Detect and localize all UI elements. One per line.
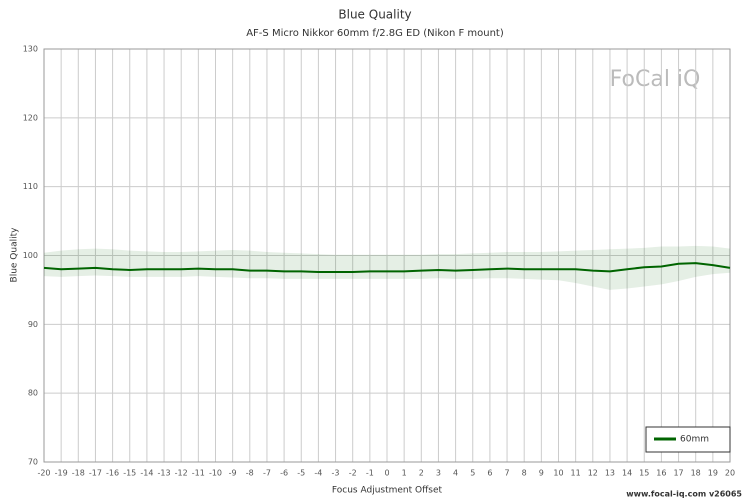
confidence-band (44, 245, 730, 290)
x-tick-label: 2 (419, 469, 424, 478)
x-tick-label: 14 (622, 469, 632, 478)
y-tick-label: 80 (28, 389, 38, 398)
plot-frame (43, 48, 731, 463)
x-tick-label: 0 (384, 469, 389, 478)
x-tick-label: -2 (349, 469, 357, 478)
x-tick-label: 13 (605, 469, 615, 478)
x-tick-label: -4 (314, 469, 322, 478)
x-tick-label: -13 (158, 469, 171, 478)
x-tick-label: -19 (55, 469, 68, 478)
x-tick-label: -16 (106, 469, 119, 478)
x-tick-label: 10 (553, 469, 563, 478)
y-tick-label: 120 (23, 113, 38, 122)
x-tick-label: -1 (366, 469, 374, 478)
x-tick-label: -5 (297, 469, 305, 478)
x-tick-label: 8 (522, 469, 527, 478)
x-tick-label: -9 (229, 469, 237, 478)
x-tick-label: -10 (209, 469, 222, 478)
x-tick-label: 12 (588, 469, 598, 478)
y-axis-label: Blue Quality (10, 227, 20, 283)
y-tick-label: 90 (28, 320, 38, 329)
y-tick-label: 100 (23, 251, 38, 260)
y-tick-label: 70 (28, 458, 38, 467)
x-tick-label: 16 (656, 469, 666, 478)
y-tick-label: 110 (23, 182, 38, 191)
data-line (43, 262, 731, 274)
x-tick-label: 19 (708, 469, 718, 478)
x-tick-label: 9 (539, 469, 544, 478)
x-tick-label: 11 (571, 469, 581, 478)
x-tick-label: 6 (487, 469, 492, 478)
x-tick-label: 20 (725, 469, 735, 478)
watermark: FoCal iQ (610, 67, 701, 92)
footer: www.focal-iq.com v26065 (626, 490, 742, 499)
x-tick-label: 4 (453, 469, 458, 478)
x-tick-label: -18 (72, 469, 85, 478)
x-tick-label: -12 (175, 469, 188, 478)
chart-title: Blue Quality (338, 8, 411, 22)
x-tick-label: 3 (436, 469, 441, 478)
x-tick-label: 18 (691, 469, 701, 478)
x-tick-label: -11 (192, 469, 205, 478)
x-tick-label: 17 (673, 469, 683, 478)
x-axis-label: Focus Adjustment Offset (332, 486, 443, 496)
x-tick-label: 15 (639, 469, 649, 478)
x-tick-label: -17 (89, 469, 102, 478)
x-tick-label: -20 (37, 469, 50, 478)
chart-subtitle: AF-S Micro Nikkor 60mm f/2.8G ED (Nikon … (246, 28, 504, 39)
x-tick-label: -14 (140, 469, 153, 478)
y-tick-label: 130 (23, 45, 38, 54)
x-tick-label: -7 (263, 469, 271, 478)
x-tick-label: 7 (505, 469, 510, 478)
x-tick-label: -6 (280, 469, 288, 478)
x-tick-label: 5 (470, 469, 475, 478)
x-tick-label: -15 (123, 469, 136, 478)
x-tick-label: -3 (332, 469, 340, 478)
x-tick-label: -8 (246, 469, 254, 478)
legend-label: 60mm (680, 435, 709, 445)
x-tick-label: 1 (402, 469, 407, 478)
